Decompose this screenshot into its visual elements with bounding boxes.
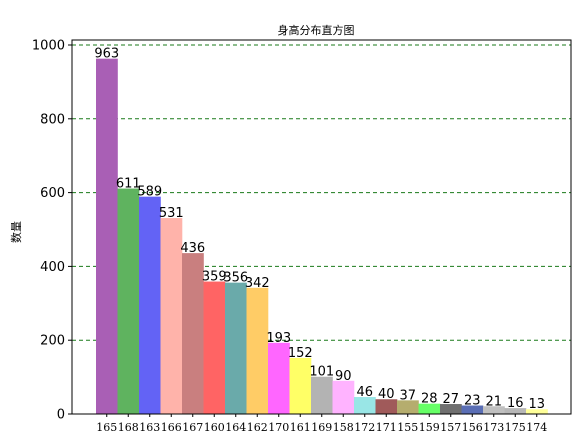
y-tick-label-1000: 1000 bbox=[32, 39, 65, 54]
value-label-173: 21 bbox=[485, 394, 502, 409]
x-tick-label-155: 155 bbox=[397, 421, 418, 434]
bar-163 bbox=[139, 196, 161, 414]
value-label-167: 436 bbox=[180, 241, 205, 256]
value-label-163: 589 bbox=[137, 185, 162, 200]
bar-171 bbox=[375, 399, 398, 414]
bar-173 bbox=[483, 406, 505, 414]
y-tick-label-400: 400 bbox=[40, 260, 65, 275]
bar-164 bbox=[225, 282, 247, 414]
y-tick-label-200: 200 bbox=[40, 334, 65, 349]
value-label-171: 40 bbox=[378, 387, 395, 402]
value-label-175: 16 bbox=[507, 396, 524, 411]
x-tick-label-167: 167 bbox=[182, 421, 203, 434]
x-tick-label-162: 162 bbox=[247, 421, 268, 434]
bar-158 bbox=[332, 380, 355, 414]
x-tick-label-168: 168 bbox=[118, 421, 139, 434]
x-ticks: 165 168 163 166 167 160 164 162 170 161 169 158 172 1… bbox=[96, 414, 547, 434]
y-tick-label-0: 0 bbox=[57, 408, 65, 423]
value-label-164: 356 bbox=[223, 271, 248, 286]
x-tick-label-158: 158 bbox=[333, 421, 354, 434]
bar-157 bbox=[440, 404, 462, 414]
x-tick-label-156: 156 bbox=[462, 421, 483, 434]
bar-156 bbox=[461, 405, 484, 414]
x-tick-label-173: 173 bbox=[483, 421, 504, 434]
bar-165 bbox=[96, 58, 118, 414]
value-label-157: 27 bbox=[442, 392, 459, 407]
value-label-166: 531 bbox=[159, 206, 184, 221]
x-tick-label-163: 163 bbox=[139, 421, 160, 434]
bar-175 bbox=[504, 408, 527, 414]
value-label-170: 193 bbox=[266, 331, 291, 346]
bar-172 bbox=[354, 397, 376, 414]
bar-167 bbox=[182, 253, 204, 414]
bar-162 bbox=[246, 287, 269, 414]
x-tick-label-165: 165 bbox=[96, 421, 117, 434]
value-label-155: 37 bbox=[399, 388, 416, 403]
value-label-162: 342 bbox=[245, 276, 270, 291]
value-label-161: 152 bbox=[288, 346, 313, 361]
x-tick-label-161: 161 bbox=[290, 421, 311, 434]
x-tick-label-170: 170 bbox=[268, 421, 289, 434]
bar-159 bbox=[418, 403, 441, 414]
value-label-156: 23 bbox=[464, 394, 481, 409]
value-label-169: 101 bbox=[309, 365, 334, 380]
chart-title: 身高分布直方图 bbox=[278, 23, 355, 37]
value-label-172: 46 bbox=[356, 385, 373, 400]
y-tick-label-800: 800 bbox=[40, 112, 65, 127]
x-tick-label-164: 164 bbox=[225, 421, 246, 434]
value-label-165: 963 bbox=[94, 47, 119, 62]
bars bbox=[96, 58, 548, 414]
x-tick-label-159: 159 bbox=[419, 421, 440, 434]
value-label-158: 90 bbox=[335, 369, 352, 384]
bar-169 bbox=[311, 376, 333, 414]
bar-155 bbox=[397, 400, 419, 414]
x-tick-label-174: 174 bbox=[526, 421, 547, 434]
value-label-174: 13 bbox=[528, 397, 545, 412]
bar-161 bbox=[289, 357, 312, 414]
x-tick-label-169: 169 bbox=[311, 421, 332, 434]
x-tick-label-166: 166 bbox=[161, 421, 182, 434]
gridlines bbox=[72, 44, 571, 341]
x-tick-label-172: 172 bbox=[354, 421, 375, 434]
bar-160 bbox=[203, 281, 226, 414]
x-tick-label-171: 171 bbox=[376, 421, 397, 434]
bar-168 bbox=[117, 188, 140, 414]
bar-174 bbox=[526, 409, 548, 414]
y-axis-label: 数量 bbox=[10, 221, 23, 243]
value-label-160: 359 bbox=[202, 270, 227, 285]
y-tick-label-600: 600 bbox=[40, 186, 65, 201]
x-tick-label-160: 160 bbox=[204, 421, 225, 434]
x-tick-label-157: 157 bbox=[440, 421, 461, 434]
bar-170 bbox=[268, 342, 290, 414]
y-ticks: 0 200 400 600 800 1000 bbox=[32, 39, 72, 423]
value-label-168: 611 bbox=[116, 177, 141, 192]
value-label-159: 28 bbox=[421, 392, 438, 407]
x-tick-label-175: 175 bbox=[505, 421, 526, 434]
bar-166 bbox=[160, 218, 183, 414]
